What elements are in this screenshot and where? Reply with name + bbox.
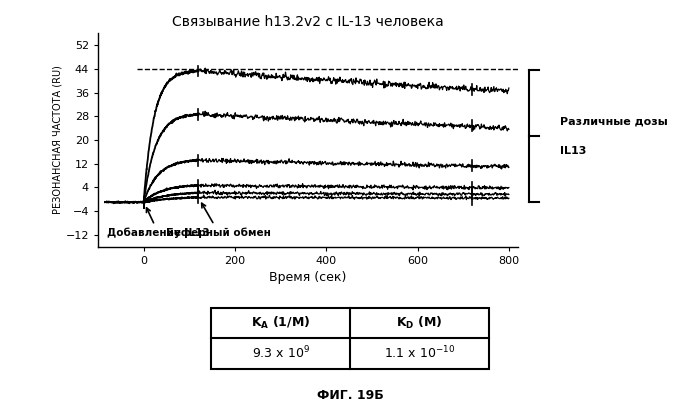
Bar (211, 308, 489, 369)
Text: K$_\mathregular{D}$ (M): K$_\mathregular{D}$ (M) (396, 315, 442, 331)
Text: Добавление IL13: Добавление IL13 (107, 208, 210, 238)
Text: 9.3 x 10$^9$: 9.3 x 10$^9$ (251, 345, 310, 362)
Title: Связывание h13.2v2 с IL-13 человека: Связывание h13.2v2 с IL-13 человека (172, 15, 444, 30)
Text: ФИГ. 19Б: ФИГ. 19Б (316, 389, 384, 402)
Text: Различные дозы: Различные дозы (560, 117, 668, 127)
Y-axis label: РЕЗОНАНСНАЯ ЧАСТОТА (RU): РЕЗОНАНСНАЯ ЧАСТОТА (RU) (52, 66, 63, 214)
Text: K$_\mathregular{A}$ (1/M): K$_\mathregular{A}$ (1/M) (251, 315, 310, 331)
Text: Буферный обмен: Буферный обмен (167, 203, 272, 238)
Text: IL13: IL13 (560, 146, 587, 156)
X-axis label: Время (сек): Время (сек) (270, 271, 346, 284)
Text: 1.1 x 10$^{-10}$: 1.1 x 10$^{-10}$ (384, 345, 455, 362)
